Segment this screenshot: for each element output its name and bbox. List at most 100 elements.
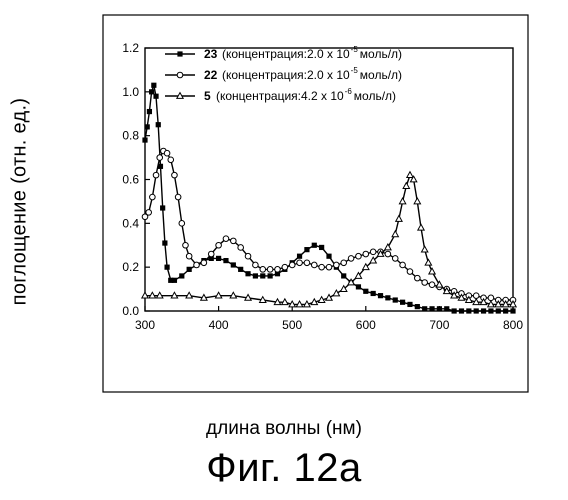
series-23-point	[452, 308, 457, 313]
series-23-point	[160, 205, 165, 210]
legend-exponent: -6	[345, 87, 353, 96]
series-23-point	[371, 291, 376, 296]
series-23-point	[187, 267, 192, 272]
series-22-point	[172, 172, 178, 178]
series-23-point	[172, 278, 177, 283]
x-tick-label: 700	[429, 318, 449, 332]
series-23-point	[231, 262, 236, 267]
legend-unit: моль/л)	[354, 89, 396, 103]
series-22	[142, 148, 516, 303]
series-23-point	[510, 308, 515, 313]
series-23-point	[268, 273, 273, 278]
series-23-point	[385, 295, 390, 300]
y-axis-label: поглощение (отн. ед.)	[9, 87, 32, 317]
series-5-point	[385, 244, 391, 250]
series-22-point	[208, 251, 214, 257]
legend-series-label: (концентрация:4.2 x 10	[216, 89, 344, 103]
series-23-point	[312, 243, 317, 248]
series-22-point	[168, 157, 174, 163]
y-tick-label: 1.0	[122, 85, 139, 99]
series-23-point	[393, 297, 398, 302]
series-23-point	[488, 308, 493, 313]
series-23-point	[153, 94, 158, 99]
series-22-point	[183, 242, 189, 248]
series-5-point	[414, 198, 420, 204]
y-tick-label: 0.0	[122, 304, 139, 318]
legend-swatch-marker	[177, 51, 182, 56]
legend: 23(концентрация:2.0 x 10-5моль/л)22(конц…	[165, 45, 402, 103]
series-23-point	[164, 265, 169, 270]
series-5-point	[425, 259, 431, 265]
series-23-point	[437, 306, 442, 311]
series-23-point	[145, 124, 150, 129]
series-23-point	[474, 308, 479, 313]
series-23-point	[496, 308, 501, 313]
series-23-point	[238, 267, 243, 272]
series-22-point	[334, 262, 340, 268]
legend-entry-22: 22(концентрация:2.0 x 10-5моль/л)	[165, 66, 402, 82]
series-5-point	[421, 246, 427, 252]
x-tick-label: 400	[209, 318, 229, 332]
series-22-point	[422, 280, 428, 286]
series-22-point	[216, 242, 222, 248]
legend-swatch-marker	[177, 72, 183, 78]
series-22-point	[153, 172, 159, 178]
legend-series-label: (концентрация:2.0 x 10	[222, 47, 350, 61]
series-22-point	[231, 238, 237, 244]
series-22-point	[282, 264, 288, 270]
series-23	[142, 83, 515, 314]
series-5-point	[436, 281, 442, 287]
legend-series-name: 22	[204, 68, 218, 82]
series-22-point	[157, 155, 163, 161]
series-23-point	[216, 256, 221, 261]
legend-unit: моль/л)	[360, 47, 402, 61]
series-22-point	[311, 262, 317, 268]
y-tick-label: 0.4	[122, 216, 139, 230]
legend-entry-5: 5(концентрация:4.2 x 10-6моль/л)	[165, 87, 396, 103]
series-5-point	[429, 268, 435, 274]
series-22-point	[275, 267, 281, 273]
legend-unit: моль/л)	[360, 68, 402, 82]
series-22-point	[392, 256, 398, 262]
series-22-point	[201, 260, 207, 266]
series-5-point	[418, 224, 424, 230]
y-tick-label: 0.6	[122, 173, 139, 187]
series-22-point	[473, 293, 479, 299]
series-group	[142, 83, 516, 314]
series-23-point	[407, 302, 412, 307]
series-22-point	[370, 249, 376, 255]
series-22-point	[289, 262, 295, 268]
series-22-point	[223, 236, 229, 242]
series-23-point	[147, 109, 152, 114]
legend-series-name: 23	[204, 47, 218, 61]
series-22-point	[297, 260, 303, 266]
series-23-point	[378, 293, 383, 298]
series-23-point	[363, 289, 368, 294]
series-23-point	[459, 308, 464, 313]
x-axis-label: длина волны (нм)	[0, 418, 568, 440]
y-tick-label: 0.2	[122, 260, 139, 274]
series-22-point	[348, 256, 354, 262]
series-22-point	[407, 269, 413, 275]
series-5-point	[407, 172, 413, 178]
series-22-point	[260, 267, 266, 273]
series-23-point	[429, 306, 434, 311]
series-5	[142, 172, 516, 307]
y-tick-label: 1.2	[122, 41, 139, 55]
series-23-point	[245, 271, 250, 276]
series-23-point	[400, 300, 405, 305]
series-23-point	[481, 308, 486, 313]
series-22-point	[488, 295, 494, 301]
series-22-point	[400, 262, 406, 268]
series-22-point	[304, 260, 310, 266]
series-23-point	[297, 254, 302, 259]
series-22-point	[175, 194, 181, 200]
series-22-point	[186, 253, 192, 259]
series-23-point	[142, 137, 147, 142]
series-23-point	[422, 306, 427, 311]
series-23-point	[156, 122, 161, 127]
series-23-point	[162, 240, 167, 245]
series-22-point	[245, 253, 251, 259]
y-tick-label: 0.8	[122, 129, 139, 143]
series-22-point	[415, 275, 421, 281]
